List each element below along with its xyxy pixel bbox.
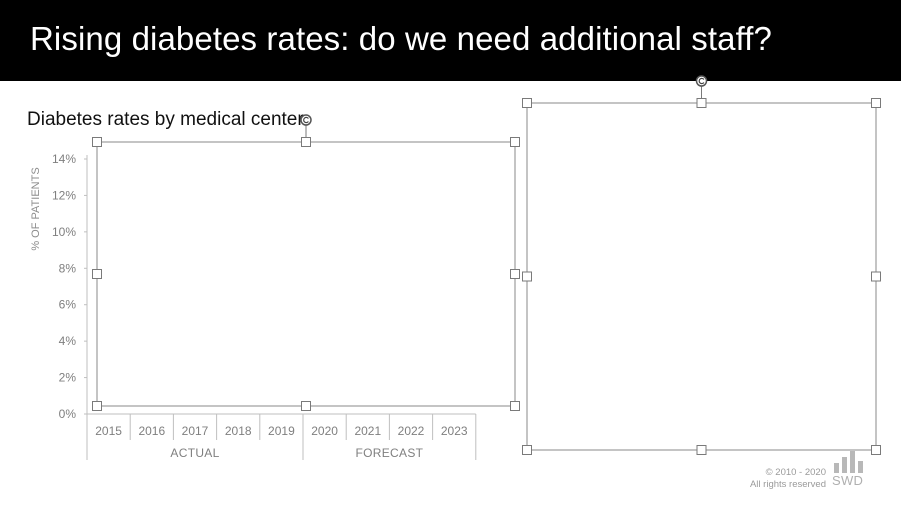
slide-title[interactable]: Rising diabetes rates: do we need additi…: [30, 20, 772, 57]
rights-text: All rights reserved: [749, 479, 826, 490]
chart-title[interactable]: Diabetes rates by medical center: [27, 109, 304, 130]
slide-header: Rising diabetes rates: do we need additi…: [0, 0, 901, 81]
y-tick-label: 10%: [52, 225, 76, 239]
x-tick-label: 2017: [182, 424, 209, 438]
x-tick-label: 2021: [354, 424, 381, 438]
x-group-label: FORECAST: [356, 446, 424, 460]
y-tick-label: 12%: [52, 188, 76, 202]
resize-handle[interactable]: [696, 98, 707, 108]
copyright-block: © 2010 - 2020 All rights reserved: [750, 467, 826, 491]
resize-handle[interactable]: [301, 137, 311, 147]
rotate-icon[interactable]: [300, 114, 312, 126]
resize-handle[interactable]: [92, 137, 102, 147]
x-tick-label: 2016: [138, 424, 165, 438]
rotate-arrow-icon: [303, 116, 309, 124]
swd-logo-icon: [834, 449, 866, 473]
resize-handle[interactable]: [871, 445, 881, 455]
resize-handle[interactable]: [92, 401, 102, 411]
x-group-label: ACTUAL: [170, 446, 219, 460]
rotate-icon[interactable]: [695, 75, 708, 87]
resize-handle[interactable]: [301, 401, 311, 411]
y-tick-label: 6%: [59, 298, 77, 312]
y-tick-label: 4%: [59, 334, 77, 348]
resize-handle[interactable]: [696, 445, 707, 455]
x-tick-label: 2018: [225, 424, 252, 438]
resize-handle[interactable]: [871, 98, 881, 108]
left-chart-selection-frame[interactable]: [96, 141, 516, 407]
resize-handle[interactable]: [522, 98, 532, 108]
resize-handle[interactable]: [510, 137, 520, 147]
resize-handle[interactable]: [522, 445, 532, 455]
swd-logo-text: SWD: [832, 473, 864, 488]
x-tick-label: 2015: [95, 424, 122, 438]
y-tick-label: 14%: [52, 152, 76, 166]
y-tick-label: 8%: [59, 261, 77, 275]
y-tick-label: 2%: [59, 371, 77, 385]
x-tick-label: 2019: [268, 424, 295, 438]
resize-handle[interactable]: [92, 269, 102, 279]
right-placeholder-selection-frame[interactable]: [526, 102, 877, 451]
rotate-arrow-icon: [698, 77, 705, 85]
y-tick-label: 0%: [59, 407, 77, 421]
x-tick-label: 2023: [441, 424, 468, 438]
resize-handle[interactable]: [510, 401, 520, 411]
copyright-text: © 2010 - 2020: [765, 467, 826, 478]
resize-handle[interactable]: [510, 269, 520, 279]
x-tick-label: 2020: [311, 424, 338, 438]
x-tick-label: 2022: [398, 424, 425, 438]
resize-handle[interactable]: [871, 271, 881, 282]
resize-handle[interactable]: [522, 271, 532, 282]
